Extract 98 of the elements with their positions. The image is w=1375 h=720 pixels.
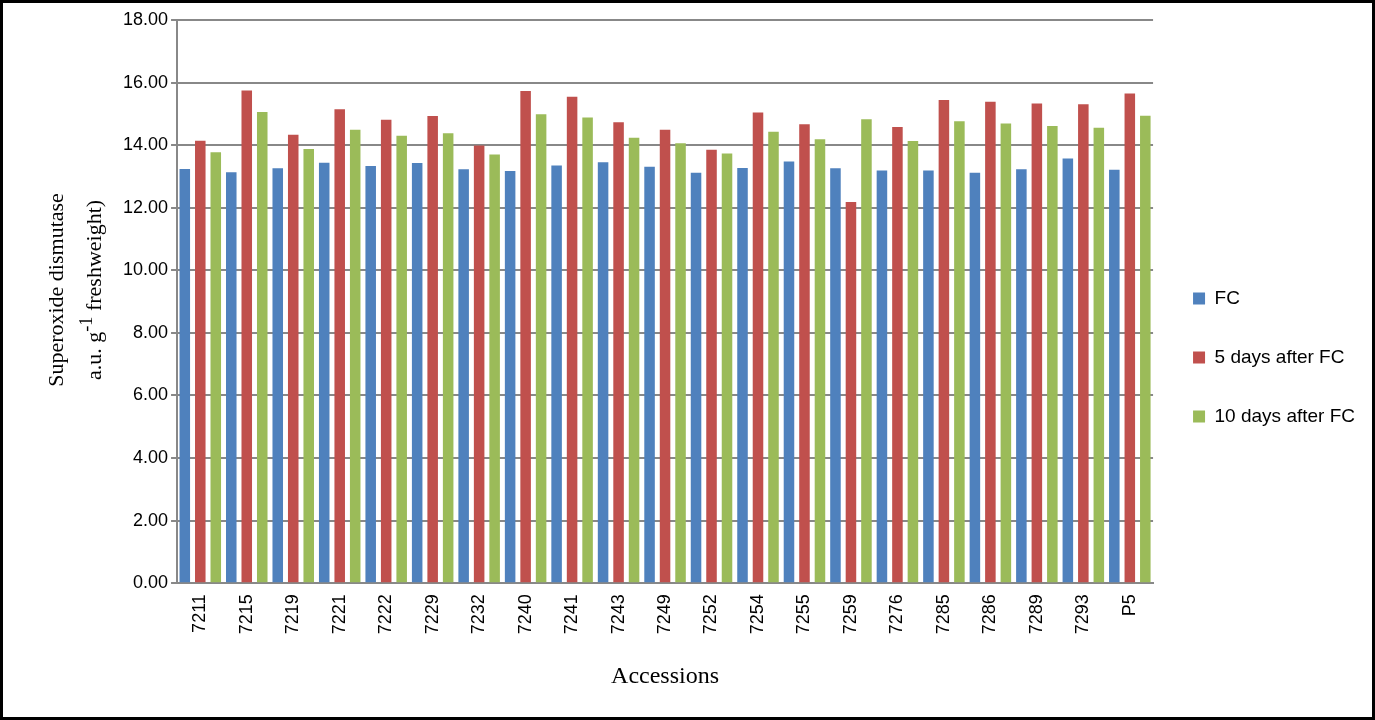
x-tick-label: 7243: [607, 594, 628, 635]
bar: [783, 161, 795, 583]
bar: [458, 169, 469, 583]
bar: [473, 145, 485, 583]
y-tick-label: 16.00: [123, 71, 169, 92]
y-tick-label: 0.00: [133, 572, 169, 593]
bar: [318, 162, 330, 583]
x-tick-label: 7252: [700, 594, 721, 635]
x-tick-label: 7255: [793, 594, 814, 635]
bar: [613, 122, 624, 583]
bar: [287, 134, 299, 583]
bar: [845, 202, 857, 583]
bar: [830, 168, 841, 583]
x-tick-label: P5: [1118, 594, 1139, 617]
bar: [861, 119, 872, 583]
legend-label: 5 days after FC: [1214, 345, 1345, 367]
bar: [365, 166, 376, 583]
bar: [520, 91, 531, 583]
bar: [241, 90, 253, 583]
bar: [907, 141, 919, 583]
x-tick-label: 7222: [375, 594, 396, 635]
y-tick-label: 2.00: [133, 509, 169, 530]
bar: [1047, 126, 1058, 583]
bar: [628, 137, 640, 583]
bar: [303, 148, 314, 583]
bar: [659, 129, 671, 583]
bar: [1078, 104, 1089, 583]
bar: [226, 172, 237, 583]
bar: [892, 127, 903, 583]
bar: [1000, 123, 1012, 583]
y-tick-label: 14.00: [123, 134, 169, 155]
bar: [876, 170, 888, 583]
bar: [706, 149, 717, 583]
x-tick-label: 7254: [746, 594, 767, 635]
bar: [535, 114, 547, 583]
x-tick-label: 7289: [1025, 594, 1046, 635]
y-tick-label: 4.00: [133, 446, 169, 467]
x-tick-label: 7221: [328, 594, 349, 635]
x-tick-label: 7219: [282, 594, 303, 635]
bar: [1140, 115, 1151, 583]
legend-label: FC: [1214, 286, 1240, 308]
bar: [985, 101, 996, 583]
y-tick-label: 6.00: [133, 384, 169, 405]
bar: [504, 171, 516, 583]
bar: [210, 152, 222, 583]
bar: [752, 112, 764, 583]
bar: [396, 135, 407, 583]
bar: [179, 168, 191, 583]
y-tick-label: 18.00: [123, 8, 169, 29]
bar: [675, 143, 686, 583]
bar: [1031, 103, 1043, 583]
bar: [969, 172, 981, 583]
x-tick-label: 7229: [421, 594, 442, 635]
bar: [690, 172, 702, 583]
bar: [582, 117, 593, 583]
bar: [427, 116, 438, 583]
x-tick-label: 7241: [561, 594, 582, 635]
bar: [442, 133, 454, 583]
x-tick-label: 7276: [886, 594, 907, 635]
x-axis-title: Accessions: [611, 661, 720, 688]
bar: [1124, 93, 1136, 583]
bar: [380, 119, 392, 583]
bar: [938, 100, 950, 583]
bar: [923, 170, 934, 583]
bar: [954, 121, 965, 583]
bar: [737, 167, 748, 583]
x-tick-label: 7211: [189, 594, 210, 633]
x-tick-label: 7286: [979, 594, 1000, 635]
x-tick-label: 7285: [932, 594, 953, 635]
bar: [597, 162, 609, 583]
bar: [1016, 169, 1027, 583]
bar: [1093, 127, 1105, 583]
x-tick-label: 7249: [654, 594, 675, 635]
bar: [768, 131, 779, 583]
bar: [349, 129, 361, 583]
bar: [334, 109, 345, 583]
bar: [644, 166, 655, 583]
y-tick-label: 8.00: [133, 321, 169, 342]
bar: [799, 124, 810, 583]
x-tick-label: 7240: [514, 594, 535, 635]
x-tick-label: 7215: [235, 594, 256, 635]
x-tick-label: 7259: [839, 594, 860, 635]
bar: [411, 162, 423, 583]
legend-label: 10 days after FC: [1214, 404, 1355, 426]
y-tick-label: 12.00: [123, 196, 169, 217]
x-tick-label: 7232: [468, 594, 489, 635]
x-tick-label: 7293: [1072, 594, 1093, 635]
bar: [566, 96, 578, 583]
bar: [721, 153, 733, 583]
bar: [814, 139, 826, 583]
bar: [489, 154, 500, 583]
bar: [1062, 158, 1074, 583]
bar: [195, 140, 206, 583]
bar: [551, 165, 562, 583]
bar: [272, 168, 284, 583]
y-tick-label: 10.00: [123, 259, 169, 280]
bar: [1109, 169, 1120, 583]
bar: [256, 111, 268, 583]
